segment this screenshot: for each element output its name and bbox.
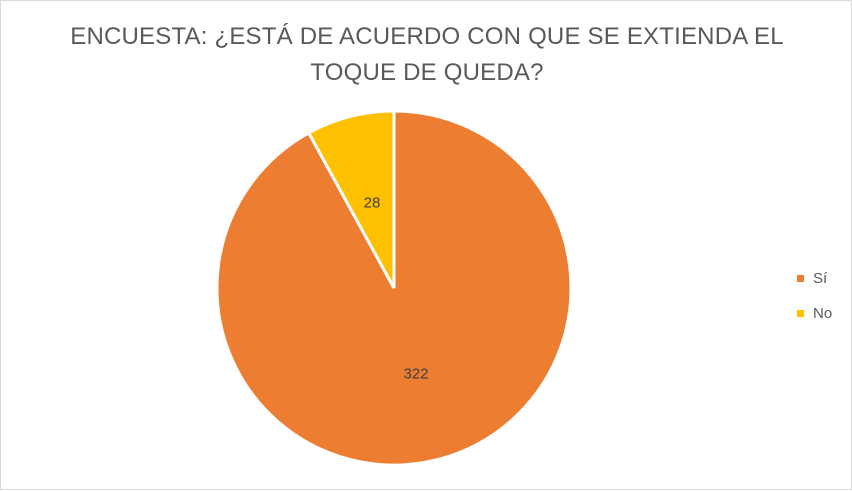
- chart-title-line-2: TOQUE DE QUEDA?: [310, 59, 544, 86]
- legend-label-no: No: [813, 305, 833, 322]
- pie-slices: [215, 109, 573, 467]
- pie-slice-no: [306, 109, 396, 289]
- chart-title: ENCUESTA: ¿ESTÁ DE ACUERDO CON QUE SE EX…: [1, 19, 852, 91]
- legend-swatch-no: [797, 310, 804, 317]
- legend: Sí No: [797, 261, 832, 331]
- legend-label-si: Sí: [813, 270, 828, 287]
- data-label-no: 28: [364, 194, 381, 211]
- data-label-si: 322: [403, 366, 428, 383]
- legend-swatch-si: [797, 275, 804, 282]
- pie-data-labels: 322 28: [364, 194, 429, 382]
- legend-item-si: Sí: [797, 261, 832, 296]
- legend-item-no: No: [797, 296, 832, 331]
- pie-slice-si: [215, 109, 573, 467]
- chart-title-line-1: ENCUESTA: ¿ESTÁ DE ACUERDO CON QUE SE EX…: [70, 23, 784, 50]
